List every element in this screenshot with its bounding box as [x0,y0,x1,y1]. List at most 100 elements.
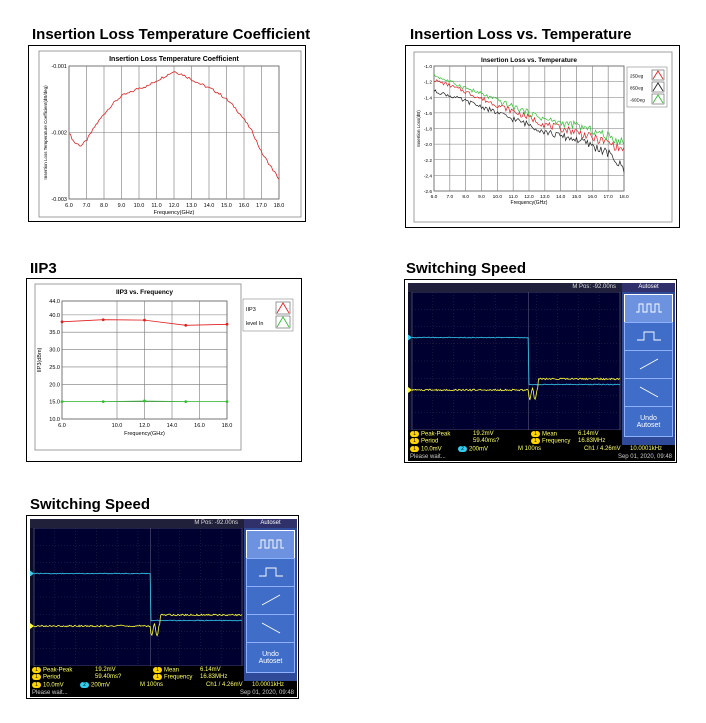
data-point [143,318,146,322]
ch2-scale[interactable]: 2 200mV [458,446,488,453]
trigger-frequency[interactable]: 10.0001kHz [630,446,663,452]
autoset-option-2[interactable] [624,322,673,351]
ch2-waveform [33,572,243,622]
data-point [101,318,105,322]
x-tick-label: 15.0 [221,203,232,209]
channel-1-chip: 1 [153,674,162,680]
y-tick-label: 40.0 [49,313,60,319]
square-wave-multi-icon [257,539,284,549]
y-tick-label: 30.0 [49,348,60,354]
x-tick-label: 15.0 [572,194,582,200]
chart-frame-iip3: 6.0 10.0 12.0 14.0 16.0 18.0 10.0 15.0 20.0 25.0 3… [26,278,302,462]
series-line-85deg [433,89,625,173]
autoset-header: Autoset [244,519,297,528]
falling-edge-icon [261,622,280,634]
y-tick-label: -1.2 [424,80,433,86]
square-wave-multi-icon [635,303,662,313]
x-axis-label: Frequency(GHz) [511,200,548,206]
date-time: Sep 01, 2020, 09:48 [617,454,672,460]
settings-bar: 1 10.0mV 2 200mV M 100ns Ch1 / 4.26mV 10.0001k… [30,681,297,689]
autoset-option-1[interactable] [246,530,295,559]
scope-waveform-area [408,292,621,430]
data-point [184,323,188,327]
data-point [60,320,64,324]
scope-waveform-area [30,528,243,666]
x-tick-label: 6.0 [431,194,438,200]
section-title-il-vs-temp: Insertion Loss vs. Temperature [410,26,632,43]
legend-swatch [651,93,665,105]
autoset-option-3[interactable] [246,586,295,615]
x-tick-label: 16.0 [239,203,250,209]
x-tick-label: 10.0 [134,203,145,209]
undo-autoset-button[interactable]: Undo Autoset [246,642,295,673]
timebase[interactable]: M 100ns [140,682,164,688]
measure-label-period: 1 Period [32,674,60,681]
scope-top-bar: M Pos: -92.00ns [408,283,622,292]
y-tick-label: -1.0 [424,64,433,70]
status-bar: Please wait... Sep 01, 2020, 09:48 [408,453,675,461]
undo-label: Undo [640,415,657,422]
ch1-scale[interactable]: 1 10.0mV [410,446,442,453]
autoset-label: Autoset [636,422,661,429]
legend-label-85deg: 85Deg [630,85,644,90]
section-title-il-tc: Insertion Loss Temperature Coefficient [32,26,311,43]
channel-1-chip: 1 [410,446,419,452]
y-tick-label: -0.002 [51,131,67,137]
y-axis-label: Insertion Loss(dB) [416,110,421,147]
measure-label-mean: 1 Mean [153,667,179,674]
measure-label-mean: 1 Mean [531,431,557,438]
series-line--60deg [433,73,625,146]
undo-label: Undo [262,651,279,658]
measure-label-peak-peak: 1 Peak-Peak [410,431,450,438]
falling-edge-icon [639,386,658,398]
x-tick-label: 18.0 [222,423,233,429]
channel-1-chip: 1 [531,438,540,444]
trigger-level[interactable]: Ch1 / 4.26mV [206,682,243,688]
y-tick-label: 35.0 [49,330,60,336]
oscilloscope-screen: M Pos: -92.00ns 1 Peak-Peak 19.2mV 1 Mean 6.14… [30,519,297,697]
y-tick-label: 25.0 [49,365,60,371]
measure-label-frequency: 1 Frequency [531,438,570,445]
autoset-option-3[interactable] [624,350,673,379]
x-axis-label: Frequency(GHz) [154,210,195,216]
chart-frame-il-tc: 6.0 7.0 8.0 9.0 10.0 11.0 12.0 13.0 14.0 15.0 16.0… [28,45,306,222]
undo-autoset-button[interactable]: Undo Autoset [624,406,673,437]
y-tick-label: 20.0 [49,382,60,388]
y-tick-label: 44.0 [49,299,60,305]
measure-value-peak-peak: 19.2mV [95,667,116,673]
legend-label-25deg: 25Deg [630,73,644,78]
trigger-frequency[interactable]: 10.0001kHz [252,682,285,688]
y-axis-label: IIP3(dBm) [37,347,43,372]
legend-marker [652,82,664,92]
section-title-iip3: IIP3 [30,260,57,277]
ch2-scale[interactable]: 2 200mV [80,682,110,689]
legend-marker [652,70,664,80]
x-tick-label: 7.0 [83,203,91,209]
autoset-option-4[interactable] [624,378,673,407]
x-tick-label: 11.0 [151,203,161,209]
measure-label-frequency: 1 Frequency [153,674,192,681]
legend-label-iip3: IIP3 [246,307,256,313]
autoset-option-1[interactable] [624,294,673,323]
measure-value-mean: 6.14mV [200,667,221,673]
legend-label-level in: level In [246,321,263,327]
timebase[interactable]: M 100ns [518,446,542,452]
measurement-panel: 1 Peak-Peak 19.2mV 1 Mean 6.14mV 1 Period 59.40m… [408,430,622,445]
x-tick-label: 9.0 [478,194,485,200]
channel-2-chip: 2 [80,682,89,688]
channel-1-chip: 1 [32,667,41,673]
section-title-switching-speed-2: Switching Speed [30,496,151,513]
autoset-side-menu: Autoset Undo Autoset [622,283,675,445]
autoset-option-4[interactable] [246,614,295,643]
status-bar: Please wait... Sep 01, 2020, 09:48 [30,689,297,697]
x-axis-label: Frequency(GHz) [124,431,165,437]
x-tick-label: 6.0 [58,423,66,429]
section-title-switching-speed-1: Switching Speed [406,260,527,277]
x-tick-label: 12.0 [139,423,150,429]
trigger-level[interactable]: Ch1 / 4.26mV [584,446,621,452]
y-tick-label: 10.0 [49,417,60,423]
measure-value-peak-peak: 19.2mV [473,431,494,437]
channel-1-chip: 1 [153,667,162,673]
autoset-option-2[interactable] [246,558,295,587]
ch1-scale[interactable]: 1 10.0mV [32,682,64,689]
